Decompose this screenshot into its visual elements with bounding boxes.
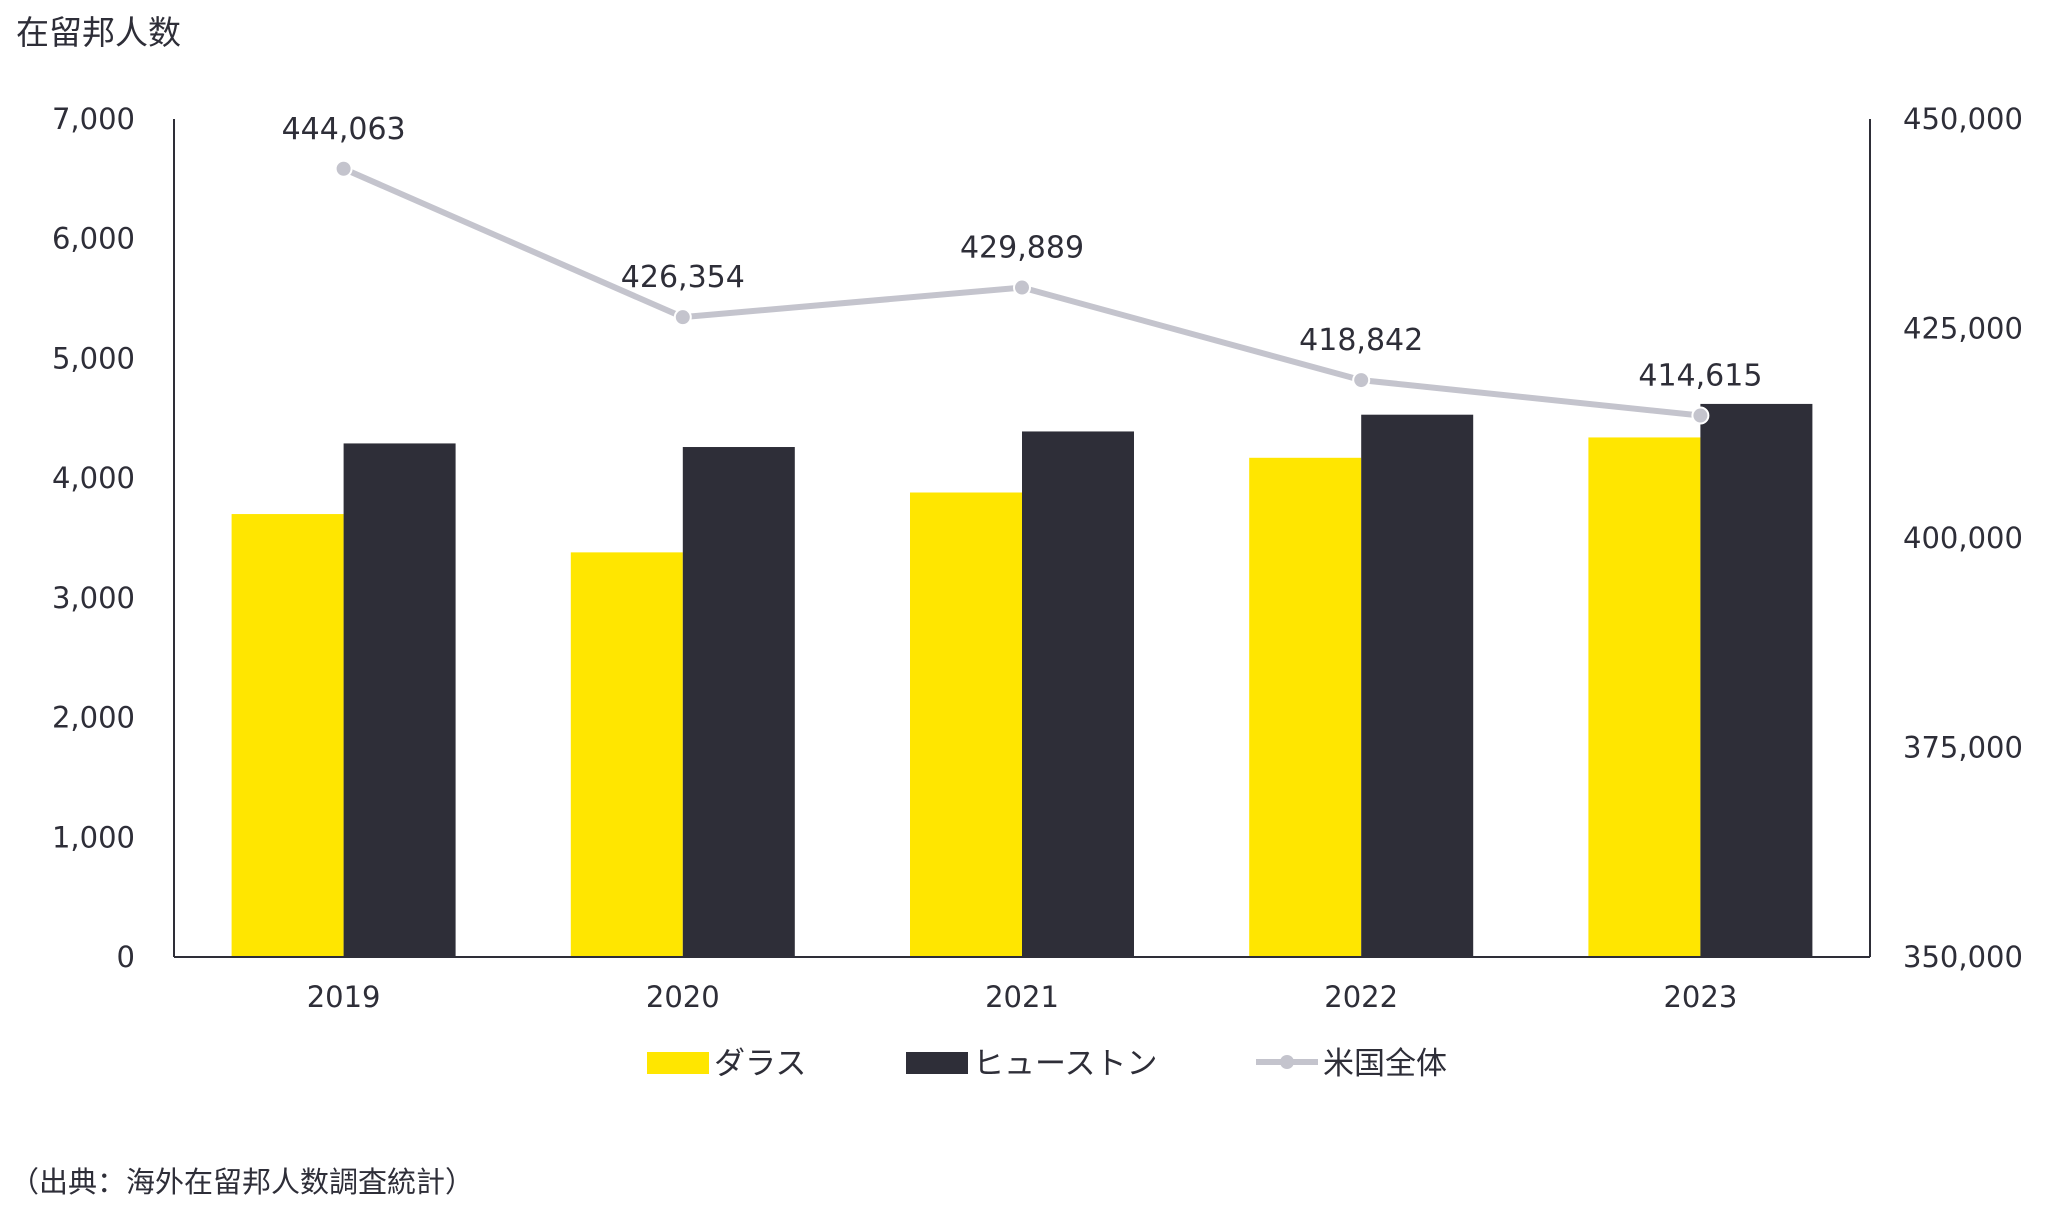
- line-point-us-total-2021: [1013, 278, 1031, 297]
- bar-houston-2022: [1361, 414, 1474, 957]
- y-right-tick-label: 375,000: [1903, 731, 2023, 765]
- bar-houston-2023: [1700, 403, 1813, 957]
- bar-houston-2020: [682, 447, 795, 957]
- chart-title: 在留邦人数: [16, 13, 181, 52]
- bar-dallas-2022: [1249, 457, 1362, 957]
- data-label-us-total: 444,063: [282, 112, 406, 147]
- y-left-tick-label: 2,000: [52, 701, 135, 735]
- legend-houston-swatch: [906, 1052, 968, 1074]
- bar-houston-2019: [343, 443, 456, 957]
- y-left-tick-label: 5,000: [52, 341, 135, 375]
- legend-houston-label: ヒューストン: [973, 1046, 1157, 1082]
- y-left-tick-label: 7,000: [52, 102, 135, 136]
- x-tick-label: 2022: [1324, 980, 1398, 1014]
- y-right-tick-label: 350,000: [1903, 940, 2023, 974]
- x-tick-label: 2023: [1663, 980, 1737, 1014]
- line-point-us-total-2019: [334, 159, 353, 178]
- y-left-tick-label: 1,000: [52, 820, 135, 854]
- legend-dallas-label: ダラス: [714, 1046, 806, 1082]
- y-left-tick-label: 6,000: [52, 222, 135, 256]
- line-point-us-total-2022: [1352, 371, 1371, 390]
- x-tick-label: 2021: [985, 980, 1059, 1014]
- source-note: （出典：海外在留邦人数調査統計）: [10, 1165, 474, 1199]
- legend-us-total-label: 米国全体: [1323, 1046, 1447, 1082]
- y-left-tick-label: 0: [117, 940, 135, 974]
- bar-dallas-2023: [1588, 437, 1701, 957]
- x-tick-label: 2020: [646, 980, 720, 1014]
- line-point-us-total-2020: [673, 308, 692, 327]
- y-left-tick-label: 4,000: [52, 461, 135, 495]
- y-right-tick-label: 450,000: [1903, 102, 2023, 136]
- bar-dallas-2019: [231, 514, 344, 957]
- data-label-us-total: 414,615: [1638, 359, 1762, 394]
- bar-dallas-2020: [570, 552, 683, 957]
- legend-us-total-swatch-marker: [1280, 1055, 1294, 1069]
- data-label-us-total: 429,889: [960, 231, 1084, 266]
- bar-dallas-2021: [910, 492, 1022, 957]
- data-label-us-total: 426,354: [621, 260, 745, 295]
- y-right-tick-label: 400,000: [1903, 521, 2023, 555]
- y-left-tick-label: 3,000: [52, 581, 135, 615]
- data-label-us-total: 418,842: [1299, 323, 1423, 358]
- bar-houston-2021: [1022, 431, 1134, 957]
- y-right-tick-label: 425,000: [1903, 312, 2023, 346]
- line-point-us-total-2023: [1691, 406, 1710, 425]
- legend-dallas-swatch: [647, 1052, 709, 1074]
- x-tick-label: 2019: [307, 980, 381, 1014]
